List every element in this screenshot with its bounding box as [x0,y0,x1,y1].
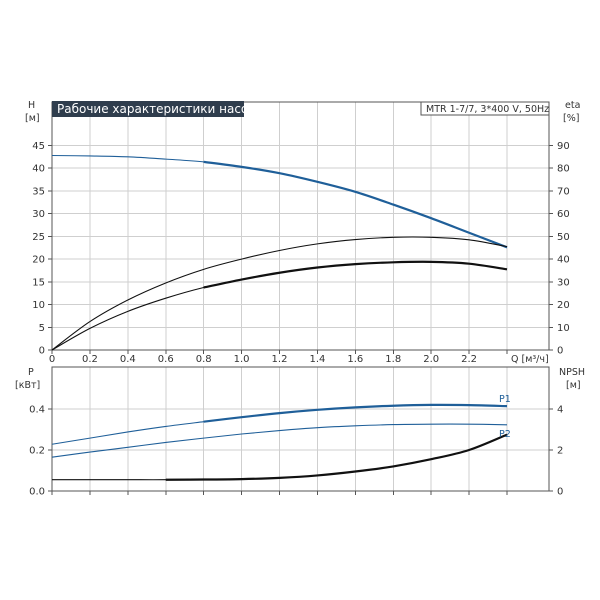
p2-label: P2 [499,429,511,440]
left-tick-label: 25 [32,232,45,243]
p1-label: P1 [499,394,511,405]
x-tick-label: 1.0 [234,354,250,365]
top-grid [52,102,549,350]
bottom-grid [52,367,549,491]
chart-title: Рабочие характеристики насоса [57,102,262,116]
x-tick-label: 2.2 [461,354,477,365]
right-tick-label: 40 [557,255,570,266]
left-tick-label: 0 [39,346,45,357]
top-plot-frame [51,101,550,351]
left-tick-label: 15 [32,277,45,288]
right-tick-label: 10 [557,323,570,334]
npsh-axis-ticks: 0 2 4 [51,405,563,498]
x-tick-label: 0 [49,354,55,365]
x-tick-label: 1.6 [347,354,363,365]
power-axis-title: P [28,367,34,378]
left-tick-label: 35 [32,186,45,197]
npsh-tick-label: 0 [557,487,563,498]
left-tick-label: 45 [32,141,45,152]
efficiency-curve-1 [51,236,508,351]
npsh-tick-label: 2 [557,446,563,457]
model-label-box [420,101,550,116]
bottom-series-group: P1 P2 [51,394,511,481]
right-tick-label: 60 [557,209,570,220]
x-tick-label: 2.0 [423,354,439,365]
x-tick-label: 0.4 [120,354,136,365]
p1-curve-range [203,403,508,423]
right-tick-label: 90 [557,141,570,152]
right-tick-label: 0 [557,346,563,357]
bottom-plot-frame [51,366,550,492]
x-tick-label: 0.8 [196,354,212,365]
model-label: MTR 1-7/7, 3*400 V, 50Hz [426,104,549,115]
right-axis-ticks: 0 10 20 30 40 50 60 70 80 90 [549,141,570,357]
power-tick-label: 0.4 [29,405,45,416]
x-axis-ticks: 0 0.2 0.4 0.6 0.8 1.0 1.2 1.4 1.6 1.8 2.0 2.2 [49,350,508,365]
npsh-tick-label: 4 [557,405,563,416]
chart-title-background [52,101,244,117]
right-axis-unit: [%] [563,113,579,124]
x-axis-label: Q [м³/ч] [511,354,549,365]
x-tick-label: 0.2 [82,354,98,365]
x-tick-label: 1.2 [272,354,288,365]
right-tick-label: 30 [557,277,570,288]
p2-curve [51,423,508,458]
right-tick-label: 50 [557,232,570,243]
right-tick-label: 20 [557,300,570,311]
power-tick-label: 0.0 [29,487,45,498]
left-tick-label: 40 [32,164,45,175]
head-curve-range [203,160,508,249]
right-tick-label: 70 [557,186,570,197]
left-tick-label: 30 [32,209,45,220]
power-axis-ticks: 0.0 0.2 0.4 [29,405,52,498]
power-npsh-chart: P [кВт] NPSH [м] 0.0 0.2 0.4 0 2 4 P1 P2 [15,366,585,498]
right-axis-title: eta [565,100,580,111]
power-tick-label: 0.2 [29,446,45,457]
x-tick-label: 1.4 [309,354,325,365]
npsh-curve-range [165,433,508,481]
left-axis-title: H [28,100,35,111]
right-tick-label: 80 [557,164,570,175]
x-tick-label: 1.8 [385,354,401,365]
left-tick-label: 5 [39,323,45,334]
npsh-axis-unit: [м] [566,380,581,391]
head-efficiency-chart: Рабочие характеристики насоса MTR 1-7/7,… [25,100,580,365]
efficiency-curve-2-range [203,260,508,289]
left-tick-label: 10 [32,300,45,311]
power-axis-unit: [кВт] [15,380,40,391]
left-axis-ticks: 0 5 10 15 20 25 30 35 40 45 [32,141,52,357]
npsh-axis-title: NPSH [559,367,585,378]
left-axis-unit: [м] [25,113,40,124]
left-tick-label: 20 [32,255,45,266]
top-series-group [51,154,508,351]
x-tick-label: 0.6 [158,354,174,365]
